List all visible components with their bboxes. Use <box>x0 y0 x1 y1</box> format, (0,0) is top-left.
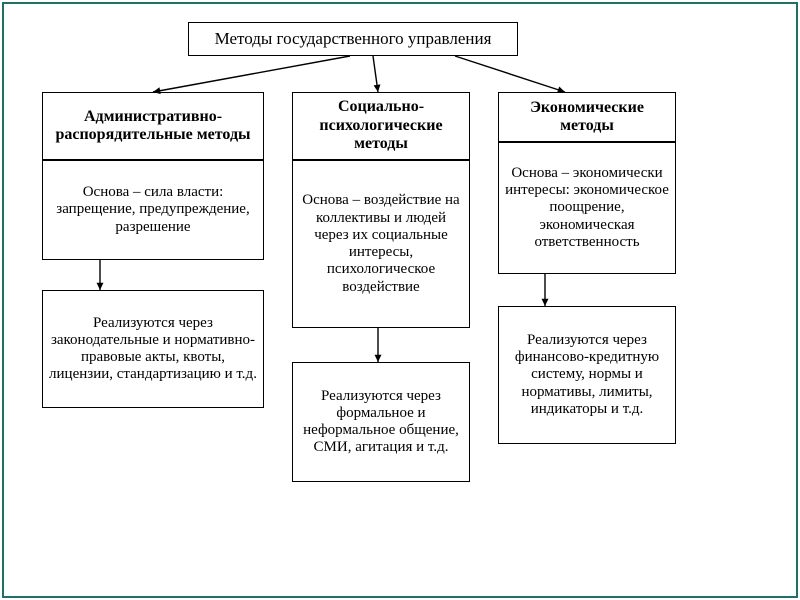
admin-basis-label: Основа – сила власти: запрещение, предуп… <box>49 184 257 236</box>
social-title-label: Социально-психологические методы <box>299 98 463 153</box>
social-basis-box: Основа – воздействие на коллективы и люд… <box>292 160 470 328</box>
social-realize-box: Реализуются через формальное и неформаль… <box>292 362 470 482</box>
econ-title-label: Экономические методы <box>505 99 669 136</box>
admin-realize-box: Реализуются через законодательные и норм… <box>42 290 264 408</box>
social-realize-label: Реализуются через формальное и неформаль… <box>299 388 463 457</box>
econ-title-box: Экономические методы <box>498 92 676 142</box>
admin-basis-box: Основа – сила власти: запрещение, предуп… <box>42 160 264 260</box>
admin-title-box: Административно-распорядительные методы <box>42 92 264 160</box>
econ-basis-box: Основа – экономически интересы: экономич… <box>498 142 676 274</box>
root-label: Методы государственного управления <box>215 29 492 49</box>
econ-realize-box: Реализуются через финансово-кредитную си… <box>498 306 676 444</box>
root-box: Методы государственного управления <box>188 22 518 56</box>
admin-realize-label: Реализуются через законодательные и норм… <box>49 315 257 384</box>
admin-title-label: Административно-распорядительные методы <box>49 108 257 145</box>
social-basis-label: Основа – воздействие на коллективы и люд… <box>299 192 463 296</box>
econ-basis-label: Основа – экономически интересы: экономич… <box>505 165 669 251</box>
econ-realize-label: Реализуются через финансово-кредитную си… <box>505 332 669 418</box>
social-title-box: Социально-психологические методы <box>292 92 470 160</box>
